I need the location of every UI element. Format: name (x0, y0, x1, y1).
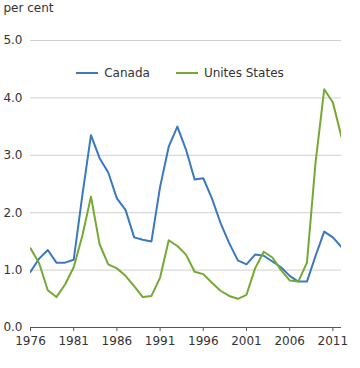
html-text:Unites States: Unites States (203, 66, 284, 80)
svg-text:1996: 1996 (188, 334, 219, 348)
svg-text:4.0: 4.0 (3, 91, 22, 105)
svg-text:2.0: 2.0 (3, 206, 22, 220)
svg-text:2011: 2011 (318, 334, 349, 348)
svg-text:1991: 1991 (145, 334, 176, 348)
svg-text:1976: 1976 (15, 334, 46, 348)
svg-text:3.0: 3.0 (3, 148, 22, 162)
svg-text:2001: 2001 (231, 334, 262, 348)
svg-text:1986: 1986 (102, 334, 133, 348)
svg-text:2006: 2006 (274, 334, 305, 348)
svg-text:1.0: 1.0 (3, 263, 22, 277)
svg-text:1981: 1981 (58, 334, 89, 348)
svg-text:0.0: 0.0 (3, 320, 22, 334)
svg-text:5.0: 5.0 (3, 33, 22, 47)
svg-text:per cent: per cent (4, 1, 54, 15)
html-text:Canada: Canada (104, 66, 150, 80)
